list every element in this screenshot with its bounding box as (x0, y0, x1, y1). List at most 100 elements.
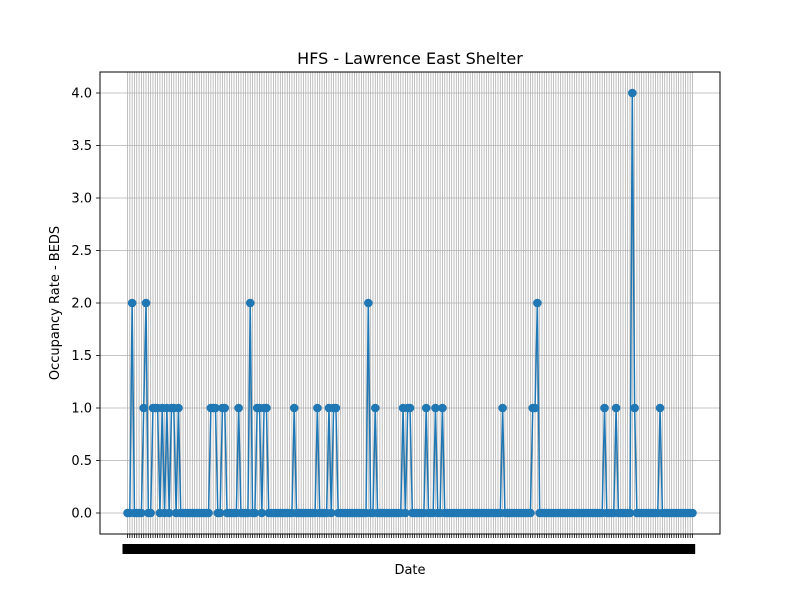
data-point (438, 403, 447, 413)
x-tick-label-glyphs (400, 544, 411, 554)
data-point (141, 298, 151, 308)
y-tick-label: 2.5 (71, 244, 92, 259)
x-tick-label-glyphs (185, 544, 196, 554)
x-tick-label-glyphs (157, 544, 168, 554)
x-tick-label-glyphs (240, 544, 251, 554)
x-tick-label-glyphs (254, 544, 265, 554)
data-point (250, 508, 260, 518)
x-tick-label-glyphs (289, 544, 300, 554)
x-tick-label-glyphs (233, 544, 244, 554)
x-tick-label-glyphs (296, 544, 307, 554)
x-tick-label-glyphs (268, 544, 279, 554)
x-tick-label-glyphs (483, 544, 494, 554)
x-tick-label-glyphs (365, 544, 376, 554)
data-point (526, 508, 535, 518)
x-tick-label-glyphs (407, 544, 418, 554)
x-tick-label-glyphs (553, 544, 564, 554)
x-tick-label-glyphs (136, 544, 147, 554)
x-tick-label-glyphs (310, 544, 321, 554)
x-tick-label-glyphs (226, 544, 237, 554)
data-point (211, 403, 220, 413)
x-tick-label-glyphs (198, 544, 209, 554)
x-tick-label-glyphs (455, 544, 466, 554)
data-point (257, 508, 267, 518)
x-tick-label-glyphs (247, 544, 258, 554)
x-tick-label-glyphs (393, 544, 404, 554)
chart-title: HFS - Lawrence East Shelter (297, 49, 523, 68)
data-point (498, 403, 507, 413)
x-tick-label-glyphs (442, 544, 453, 554)
x-tick-label-glyphs (421, 544, 432, 554)
x-tick-label-glyphs (567, 544, 578, 554)
x-tick-label-glyphs (657, 544, 668, 554)
x-tick-label-glyphs (330, 544, 341, 554)
x-tick-label-glyphs (358, 544, 369, 554)
data-point (245, 298, 255, 308)
data-point (313, 403, 322, 413)
x-tick-label-glyphs (497, 544, 508, 554)
x-tick-label-glyphs (580, 544, 591, 554)
x-tick-label-glyphs (205, 544, 216, 554)
x-tick-label-glyphs (150, 544, 161, 554)
x-axis-ticks (127, 534, 693, 538)
data-point (611, 403, 621, 413)
x-tick-label-glyphs (511, 544, 522, 554)
x-tick-label-glyphs (351, 544, 362, 554)
x-tick-label-glyphs (372, 544, 383, 554)
data-point (262, 403, 271, 413)
x-tick-label-glyphs (337, 544, 348, 554)
x-tick-label-glyphs (449, 544, 459, 554)
x-tick-label-glyphs (587, 544, 598, 554)
data-point (370, 403, 380, 413)
x-tick-label-glyphs (164, 544, 175, 554)
data-point (174, 403, 183, 413)
x-tick-label-glyphs (428, 544, 439, 554)
x-tick-label-glyphs (490, 544, 501, 554)
data-point (220, 403, 230, 413)
x-tick-label-glyphs (122, 544, 133, 554)
x-tick-label-glyphs (317, 544, 328, 554)
x-tick-label-glyphs (212, 544, 223, 554)
x-tick-label-glyphs (643, 544, 654, 554)
y-axis-tick-labels: 0.0 0.5 1.0 1.5 2.0 2.5 3.0 3.5 4.0 (71, 87, 92, 522)
x-tick-label-glyphs (671, 544, 682, 554)
x-tick-label-glyphs (615, 544, 626, 554)
data-point (431, 403, 440, 413)
y-tick-label: 4.0 (71, 87, 92, 102)
x-axis-label: Date (394, 563, 425, 578)
data-point (139, 403, 149, 413)
data-point (215, 508, 225, 518)
x-tick-label-glyphs (386, 544, 397, 554)
x-tick-label-glyphs (219, 544, 230, 554)
x-tick-label-glyphs (532, 544, 543, 554)
x-tick-label-glyphs (344, 544, 355, 554)
x-tick-label-glyphs (414, 544, 425, 554)
data-point (331, 403, 341, 413)
data-point (326, 508, 336, 518)
x-axis-tick-labels (122, 544, 696, 554)
data-point (146, 508, 155, 518)
data-point (401, 508, 410, 518)
x-tick-label-glyphs (129, 544, 140, 554)
y-axis-label: Occupancy Rate - BEDS (48, 226, 63, 380)
x-tick-label-glyphs (323, 544, 334, 554)
data-point (127, 298, 137, 308)
data-point (405, 403, 415, 413)
data-point (655, 403, 665, 413)
x-tick-label-glyphs (282, 544, 293, 554)
x-tick-label-glyphs (261, 544, 272, 554)
x-tick-label-glyphs (303, 544, 314, 554)
data-point (630, 403, 639, 413)
x-tick-label-glyphs (143, 544, 154, 554)
x-tick-label-glyphs (518, 544, 529, 554)
x-tick-label-glyphs (191, 544, 202, 554)
plot-frame (99, 71, 721, 535)
x-tick-label-glyphs (664, 544, 675, 554)
x-tick-label-glyphs (435, 544, 446, 554)
x-tick-label-glyphs (462, 544, 473, 554)
x-tick-label-glyphs (476, 544, 487, 554)
x-tick-label-glyphs (546, 544, 557, 554)
data-point (530, 403, 540, 413)
x-tick-label-glyphs (539, 544, 550, 554)
